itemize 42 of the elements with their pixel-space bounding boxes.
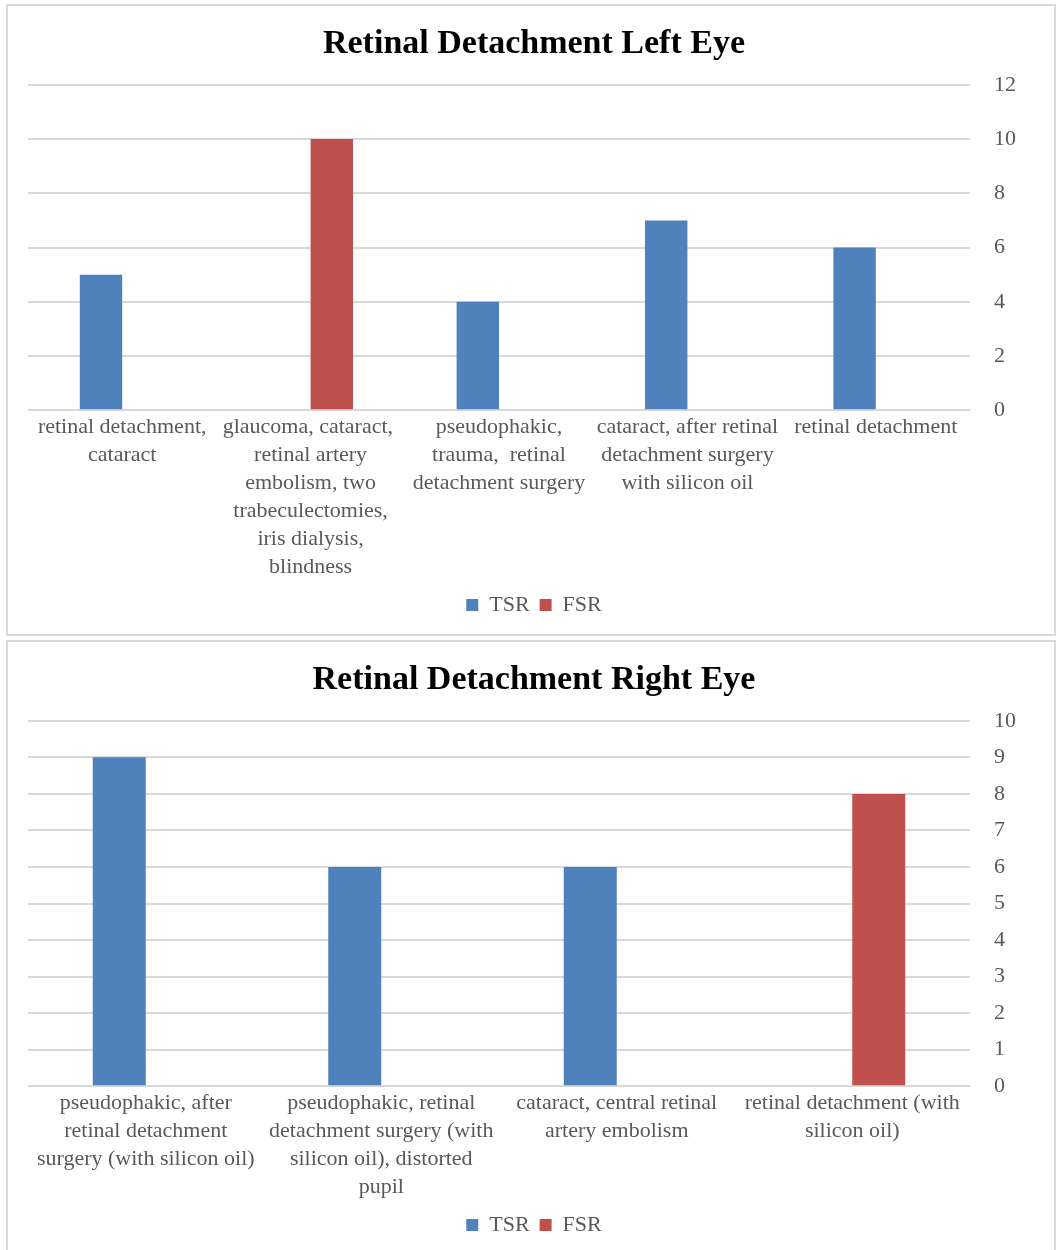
x-tick-label: cataract, after retinal detachment surgery with silicon oil <box>596 413 779 494</box>
bar <box>563 866 617 1086</box>
bar <box>852 793 906 1086</box>
y-tick-label: 0 <box>994 396 1005 422</box>
legend-label: FSR <box>562 1210 603 1236</box>
y-tick-label: 6 <box>994 233 1005 259</box>
y-tick-label: 5 <box>994 889 1005 915</box>
legend-label: TSR <box>489 590 530 616</box>
y-tick-label: 2 <box>994 998 1005 1024</box>
y-tick-label: 6 <box>994 852 1005 878</box>
legend-label: FSR <box>562 590 603 616</box>
legend-label: TSR <box>489 1210 530 1236</box>
x-tick-label: pseudophakic, trauma, retinal detachment surgery <box>412 413 586 494</box>
x-tick-label: retinal detachment <box>794 413 958 439</box>
bar <box>833 247 876 410</box>
y-tick-label: 10 <box>994 124 1016 150</box>
y-tick-label: 8 <box>994 779 1005 805</box>
y-tick-label: 9 <box>994 743 1005 769</box>
x-tick-label: retinal detachment, cataract <box>37 413 207 467</box>
bar <box>310 139 353 410</box>
y-tick-label: 2 <box>994 341 1005 367</box>
x-tick-label: pseudophakic, after retinal detachment surgery (with silicon oil) <box>36 1088 255 1170</box>
y-tick-label: 10 <box>994 706 1016 732</box>
y-tick-label: 8 <box>994 179 1005 205</box>
y-tick-label: 7 <box>994 816 1005 842</box>
bar <box>456 301 499 410</box>
chart-title: Retinal Detachment Left Eye <box>322 23 746 61</box>
x-tick-label: retinal detachment (with silicon oil) <box>744 1088 960 1142</box>
y-tick-label: 12 <box>994 70 1016 96</box>
bar <box>79 274 123 410</box>
x-tick-label: glaucoma, cataract, retinal artery embolism, two trabeculectomies, iris dialysis, blindness <box>222 413 399 578</box>
bar <box>92 757 146 1086</box>
bar <box>328 866 382 1086</box>
bar <box>645 220 688 410</box>
y-tick-label: 4 <box>994 925 1005 951</box>
x-tick-label: cataract, central retinal artery embolism <box>516 1088 718 1142</box>
y-tick-label: 3 <box>994 962 1005 988</box>
y-tick-label: 1 <box>994 1035 1005 1061</box>
chart-title: Retinal Detachment Right Eye <box>312 659 756 697</box>
y-tick-label: 0 <box>994 1072 1005 1098</box>
y-tick-label: 4 <box>994 287 1005 313</box>
x-tick-label: pseudophakic, retinal detachment surgery (with silicon oil), distorted pupil <box>269 1088 494 1198</box>
